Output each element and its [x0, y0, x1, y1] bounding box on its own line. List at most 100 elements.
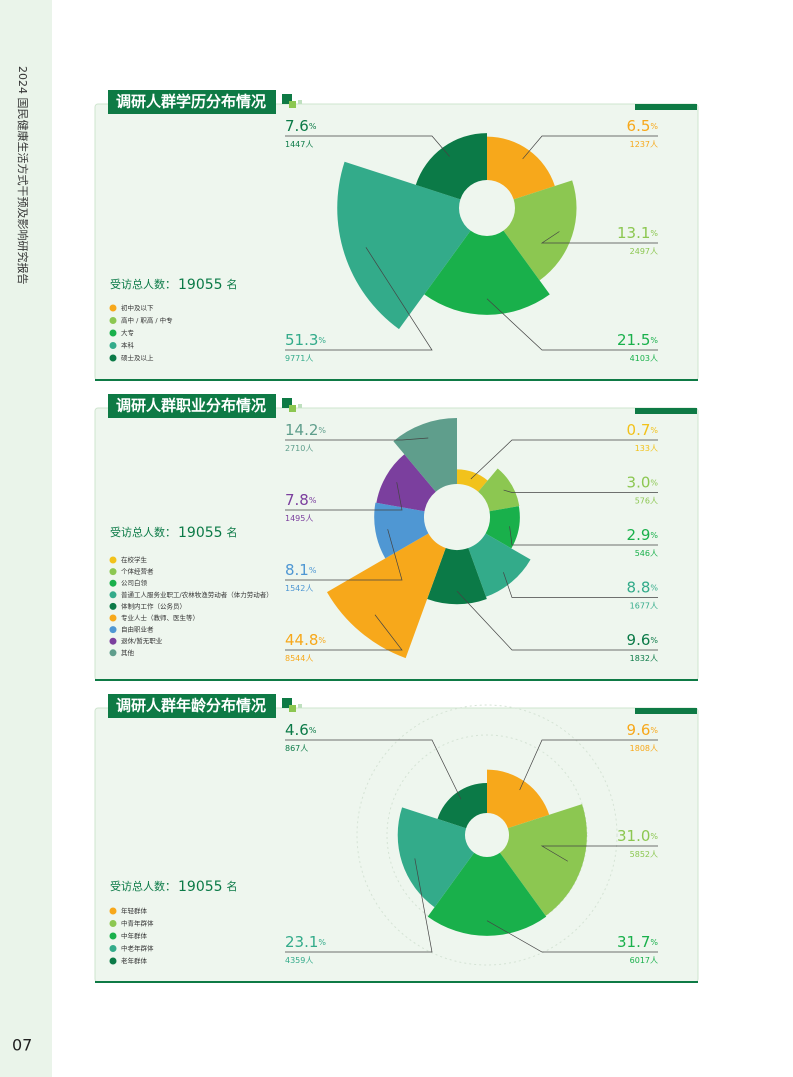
- value-number: 13.1: [617, 224, 650, 242]
- count-label: 4359人: [285, 956, 313, 965]
- count-label: 8544人: [285, 654, 313, 663]
- legend-label: 公司白领: [121, 578, 148, 587]
- count-label: 867人: [285, 744, 308, 753]
- count-number: 1808: [630, 744, 650, 753]
- total-unit: 名: [227, 525, 238, 539]
- leader-line: [285, 739, 462, 800]
- value-unit: %: [650, 229, 658, 238]
- count-number: 8544: [285, 654, 305, 663]
- value-unit: %: [309, 496, 317, 505]
- count-number: 1495: [285, 514, 305, 523]
- count-number: 2710: [285, 444, 305, 453]
- deco: [289, 101, 296, 108]
- leader-line: [285, 482, 403, 511]
- value-number: 0.7: [627, 421, 651, 439]
- leader-line: [285, 135, 450, 157]
- value-number: 51.3: [285, 331, 318, 349]
- value-number: 9.6: [627, 631, 651, 649]
- rose-slice: [468, 533, 531, 597]
- panel-stripe: [635, 104, 697, 110]
- value-number: 8.1: [285, 561, 309, 579]
- value-unit: %: [650, 726, 658, 735]
- rose-slice: [437, 782, 487, 829]
- leader-line: [519, 739, 658, 791]
- value-number: 23.1: [285, 933, 318, 951]
- count-unit: 人: [650, 549, 658, 558]
- chart-title: 调研人群职业分布情况: [116, 397, 266, 415]
- count-label: 133人: [635, 444, 658, 453]
- value-unit: %: [318, 426, 326, 435]
- count-unit: 人: [300, 744, 308, 753]
- leader-line: [470, 439, 658, 480]
- count-number: 1447: [285, 140, 305, 149]
- value-unit: %: [318, 336, 326, 345]
- legend-dot: [109, 317, 117, 324]
- leader-line: [456, 590, 658, 651]
- value-unit: %: [650, 426, 658, 435]
- legend-label: 硕士及以上: [121, 353, 154, 362]
- leader-line: [285, 614, 403, 651]
- value-label: 3.0%: [627, 473, 659, 491]
- page-number: 07: [12, 1036, 32, 1055]
- count-number: 9771: [285, 354, 305, 363]
- value-label: 21.5%: [617, 331, 658, 349]
- legend-dot: [109, 329, 117, 337]
- value-number: 4.6: [285, 721, 309, 739]
- title-tag: [108, 694, 276, 718]
- count-number: 1677: [630, 601, 650, 610]
- count-unit: 人: [305, 514, 313, 523]
- value-number: 8.8: [627, 578, 651, 596]
- total-value: 19055: [178, 525, 223, 541]
- value-label: 7.8%: [285, 491, 317, 509]
- deco: [298, 404, 302, 408]
- legend-label: 年轻群体: [121, 906, 148, 915]
- count-number: 4359: [285, 956, 305, 965]
- value-label: 6.5%: [627, 117, 659, 135]
- leader-line: [285, 858, 433, 953]
- value-unit: %: [650, 938, 658, 947]
- count-unit: 人: [650, 140, 658, 149]
- chart-title: 调研人群学历分布情况: [116, 93, 266, 111]
- legend-label: 中老年群体: [121, 944, 154, 953]
- count-unit: 人: [305, 654, 313, 663]
- count-label: 1832人: [630, 654, 658, 663]
- count-number: 1542: [285, 584, 305, 593]
- count-unit: 人: [650, 956, 658, 965]
- rose-slice: [424, 230, 550, 315]
- legend-dot: [109, 649, 117, 657]
- legend-dot: [109, 556, 117, 564]
- value-label: 2.9%: [627, 526, 659, 544]
- count-unit: 人: [650, 601, 658, 610]
- leader-line: [285, 529, 403, 581]
- total-label: 受访总人数：: [110, 879, 176, 893]
- total-value: 19055: [178, 277, 223, 293]
- count-label: 1447人: [285, 140, 313, 149]
- value-number: 6.5: [627, 117, 651, 135]
- leader-line: [486, 920, 658, 953]
- value-label: 51.3%: [285, 331, 326, 349]
- value-label: 31.0%: [617, 827, 658, 845]
- deco-ring: [356, 704, 618, 966]
- value-label: 8.1%: [285, 561, 317, 579]
- rose-slice: [415, 133, 487, 200]
- value-number: 44.8: [285, 631, 318, 649]
- count-label: 2710人: [285, 444, 313, 453]
- value-label: 44.8%: [285, 631, 326, 649]
- legend-dot: [109, 354, 117, 362]
- rose-slice: [478, 468, 520, 512]
- legend-label: 初中及以下: [121, 303, 154, 312]
- value-label: 9.6%: [627, 721, 659, 739]
- legend-dot: [109, 304, 117, 312]
- count-number: 1237: [630, 140, 650, 149]
- legend-label: 普通工人服务业职工/农林牧渔劳动者（体力劳动者）: [121, 590, 273, 599]
- count-unit: 人: [650, 850, 658, 859]
- value-number: 31.0: [617, 827, 650, 845]
- count-number: 6017: [630, 956, 650, 965]
- rose-slice: [487, 136, 555, 200]
- value-label: 13.1%: [617, 224, 658, 242]
- value-unit: %: [318, 938, 326, 947]
- total: 受访总人数： 19055 名: [110, 277, 238, 293]
- value-number: 14.2: [285, 421, 318, 439]
- value-label: 31.7%: [617, 933, 658, 951]
- rose-slice: [393, 418, 457, 492]
